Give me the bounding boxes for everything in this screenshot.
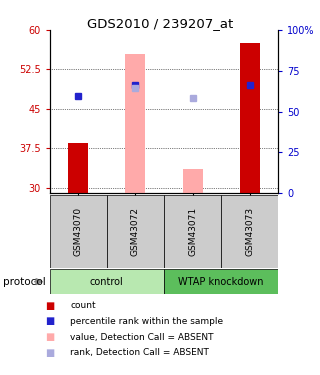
Bar [240,43,260,193]
Text: GSM43073: GSM43073 [245,207,254,256]
Bar [107,195,164,268]
Text: rank, Detection Call = ABSENT: rank, Detection Call = ABSENT [70,348,209,357]
Text: ■: ■ [45,332,54,342]
Text: GSM43070: GSM43070 [74,207,83,256]
Text: WTAP knockdown: WTAP knockdown [179,277,264,286]
Text: control: control [90,277,124,286]
Text: GSM43072: GSM43072 [131,207,140,256]
Bar [164,269,278,294]
Bar [221,195,278,268]
Bar [50,269,164,294]
Text: value, Detection Call = ABSENT: value, Detection Call = ABSENT [70,333,214,342]
Text: ■: ■ [45,348,54,358]
Text: percentile rank within the sample: percentile rank within the sample [70,317,224,326]
Text: GSM43071: GSM43071 [188,207,197,256]
Bar [50,195,107,268]
Text: ■: ■ [45,316,54,326]
Text: protocol: protocol [3,277,46,286]
Text: count: count [70,301,96,310]
Bar [164,195,221,268]
Bar [68,143,88,193]
Text: ■: ■ [45,301,54,310]
Bar [125,54,145,193]
Bar [183,170,203,193]
Text: GDS2010 / 239207_at: GDS2010 / 239207_at [87,17,233,30]
